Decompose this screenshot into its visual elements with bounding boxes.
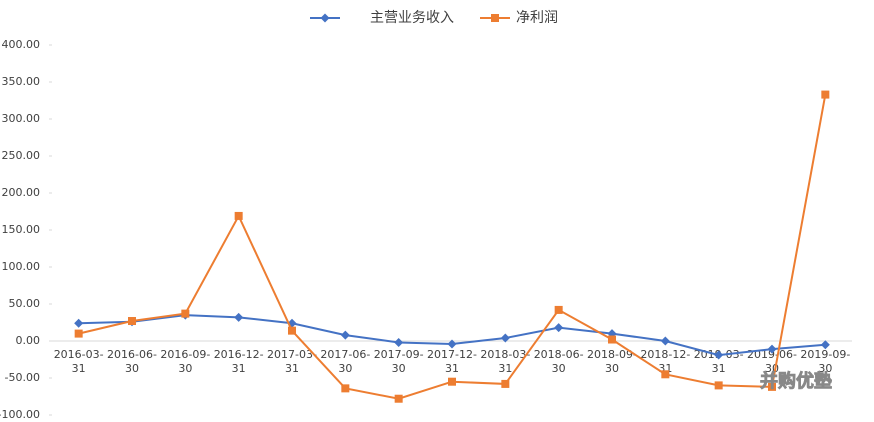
legend-marker	[320, 13, 330, 23]
point	[608, 335, 616, 344]
y-tick-label: 300.00	[2, 112, 41, 125]
x-tick-label: 2017-03-31	[267, 348, 317, 375]
point	[447, 339, 457, 349]
y-tick-label: 150.00	[2, 223, 41, 236]
x-tick-label: 2018-03-31	[480, 348, 530, 375]
y-tick-label: 0.00	[16, 334, 41, 347]
point	[74, 329, 83, 338]
watermark: 并购优塾	[760, 370, 832, 392]
point	[448, 377, 456, 386]
point	[181, 309, 190, 318]
point	[394, 394, 403, 403]
point	[661, 370, 670, 379]
x-tick-label: 2016-03-31	[54, 348, 104, 375]
y-tick-label: -100.00	[0, 408, 40, 421]
y-tick-label: 350.00	[2, 75, 41, 88]
point	[128, 317, 136, 326]
point	[234, 312, 244, 322]
x-tick-label: 2017-12-31	[427, 348, 477, 375]
point	[820, 340, 830, 350]
point	[74, 318, 84, 328]
x-tick-label: 2019-09-30	[800, 348, 850, 375]
point	[341, 384, 350, 393]
y-tick-label: 100.00	[2, 260, 41, 273]
legend-marker	[491, 14, 499, 22]
x-tick-label: 2017-09-30	[374, 348, 424, 375]
point	[501, 379, 510, 388]
y-tick-label: 200.00	[2, 186, 41, 199]
point	[768, 382, 776, 391]
x-tick-label: 2018-09-30	[587, 348, 637, 375]
point	[288, 326, 296, 335]
x-tick-label: 2016-06-30	[107, 348, 157, 375]
point	[767, 344, 777, 354]
point	[660, 336, 670, 346]
y-tick-label: 50.00	[9, 297, 41, 310]
point	[821, 90, 830, 99]
x-tick-label: 2018-06-30	[534, 348, 584, 375]
y-tick-label: 250.00	[2, 149, 41, 162]
point	[394, 337, 404, 347]
y-tick-label: -50.00	[5, 371, 40, 384]
legend-label: 主营业务收入	[370, 10, 454, 26]
y-tick-label: 400.00	[2, 38, 41, 51]
point	[554, 323, 564, 333]
x-tick-label: 2017-06-30	[320, 348, 370, 375]
point	[500, 333, 510, 343]
point	[714, 381, 723, 390]
point	[340, 330, 350, 340]
legend-label: 净利润	[516, 10, 558, 26]
point	[234, 211, 243, 220]
x-tick-label: 2016-09-30	[160, 348, 210, 375]
x-tick-label: 2016-12-31	[214, 348, 264, 375]
point	[714, 350, 724, 360]
point	[554, 305, 563, 314]
